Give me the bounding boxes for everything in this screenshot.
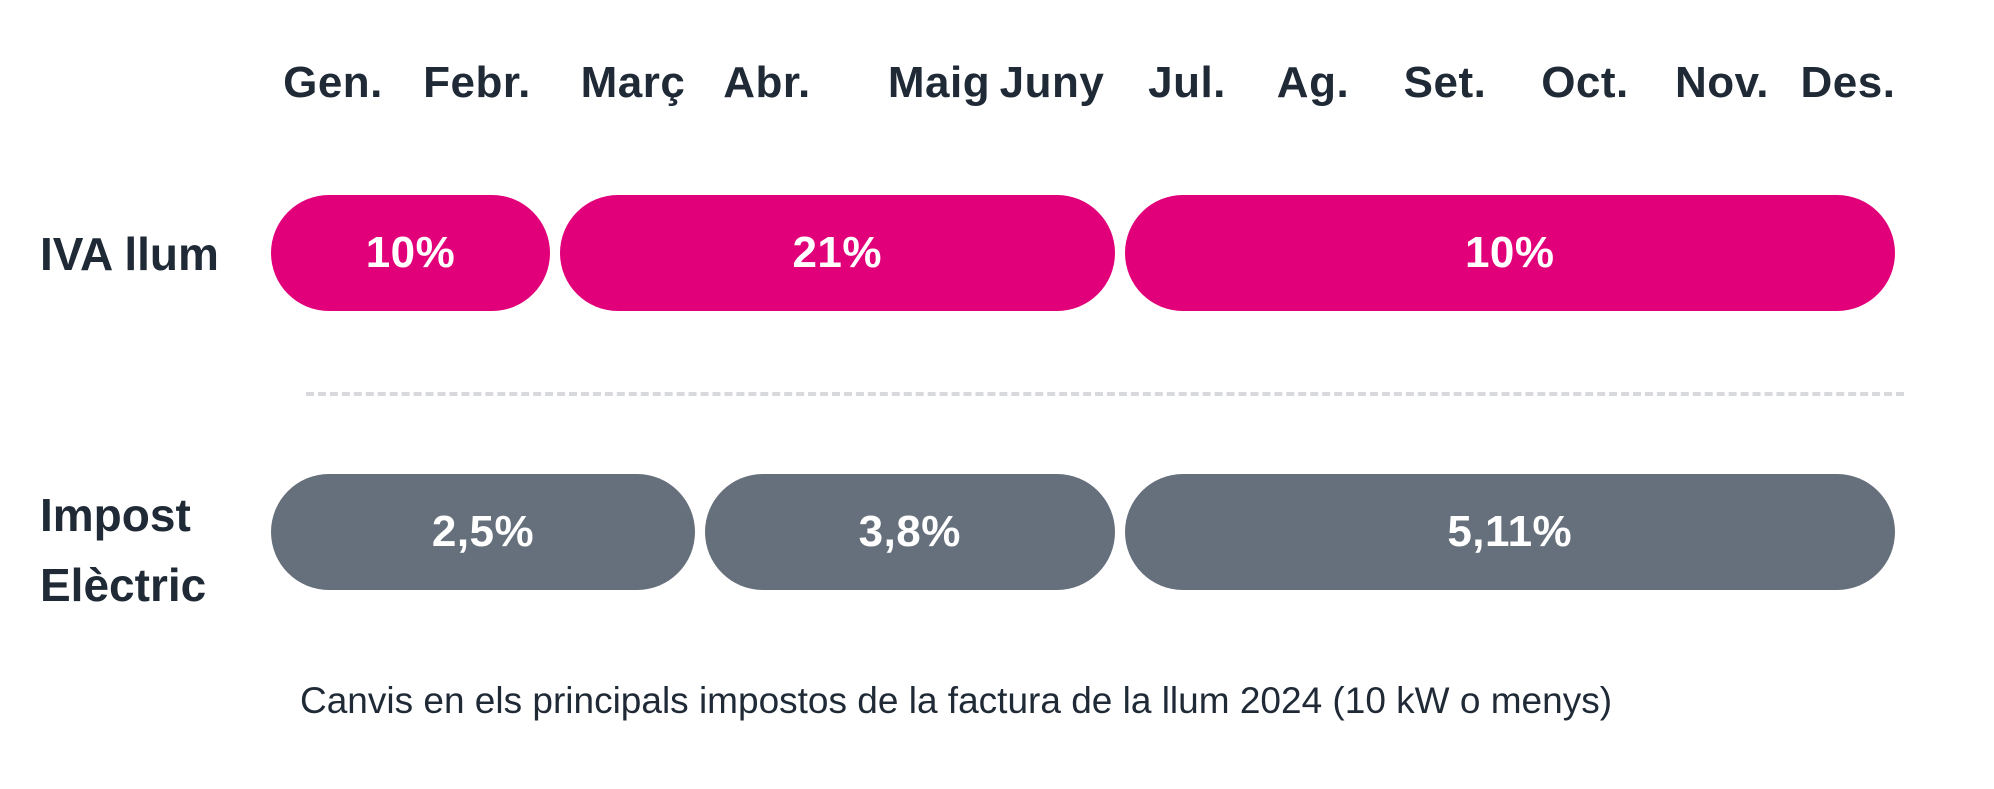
month-label: Oct. [1541,58,1629,107]
month-label: Abr. [723,58,811,107]
month-label: Maig [887,58,991,107]
tax-rate-segment: 10% [1124,195,1895,311]
month-label: Des. [1800,58,1896,107]
month-label: Març [580,58,686,107]
row-label: IVA llum [40,219,219,289]
chart-caption: Canvis en els principals impostos de la … [300,680,1613,721]
month-label: Nov. [1674,58,1770,107]
tax-rate-segment: 10% [271,195,550,311]
row-label: Impost Elèctric [40,480,206,620]
month-label: Ag. [1276,58,1350,107]
tax-rate-segment: 3,8% [705,474,1115,590]
month-label: Febr. [423,58,531,107]
month-label: Gen. [283,58,383,107]
tax-rate-segment: 5,11% [1124,474,1895,590]
row-label-line: IVA llum [40,228,219,280]
month-label: Jul. [1148,58,1226,107]
row-label-line: Impost [40,489,191,541]
tax-rate-segment: 2,5% [271,474,695,590]
month-label: Set. [1403,58,1487,107]
tax-rate-segment: 21% [560,195,1115,311]
month-label: Juny [999,58,1105,107]
row-divider [306,392,1904,396]
row-label-line: Elèctric [40,559,207,611]
